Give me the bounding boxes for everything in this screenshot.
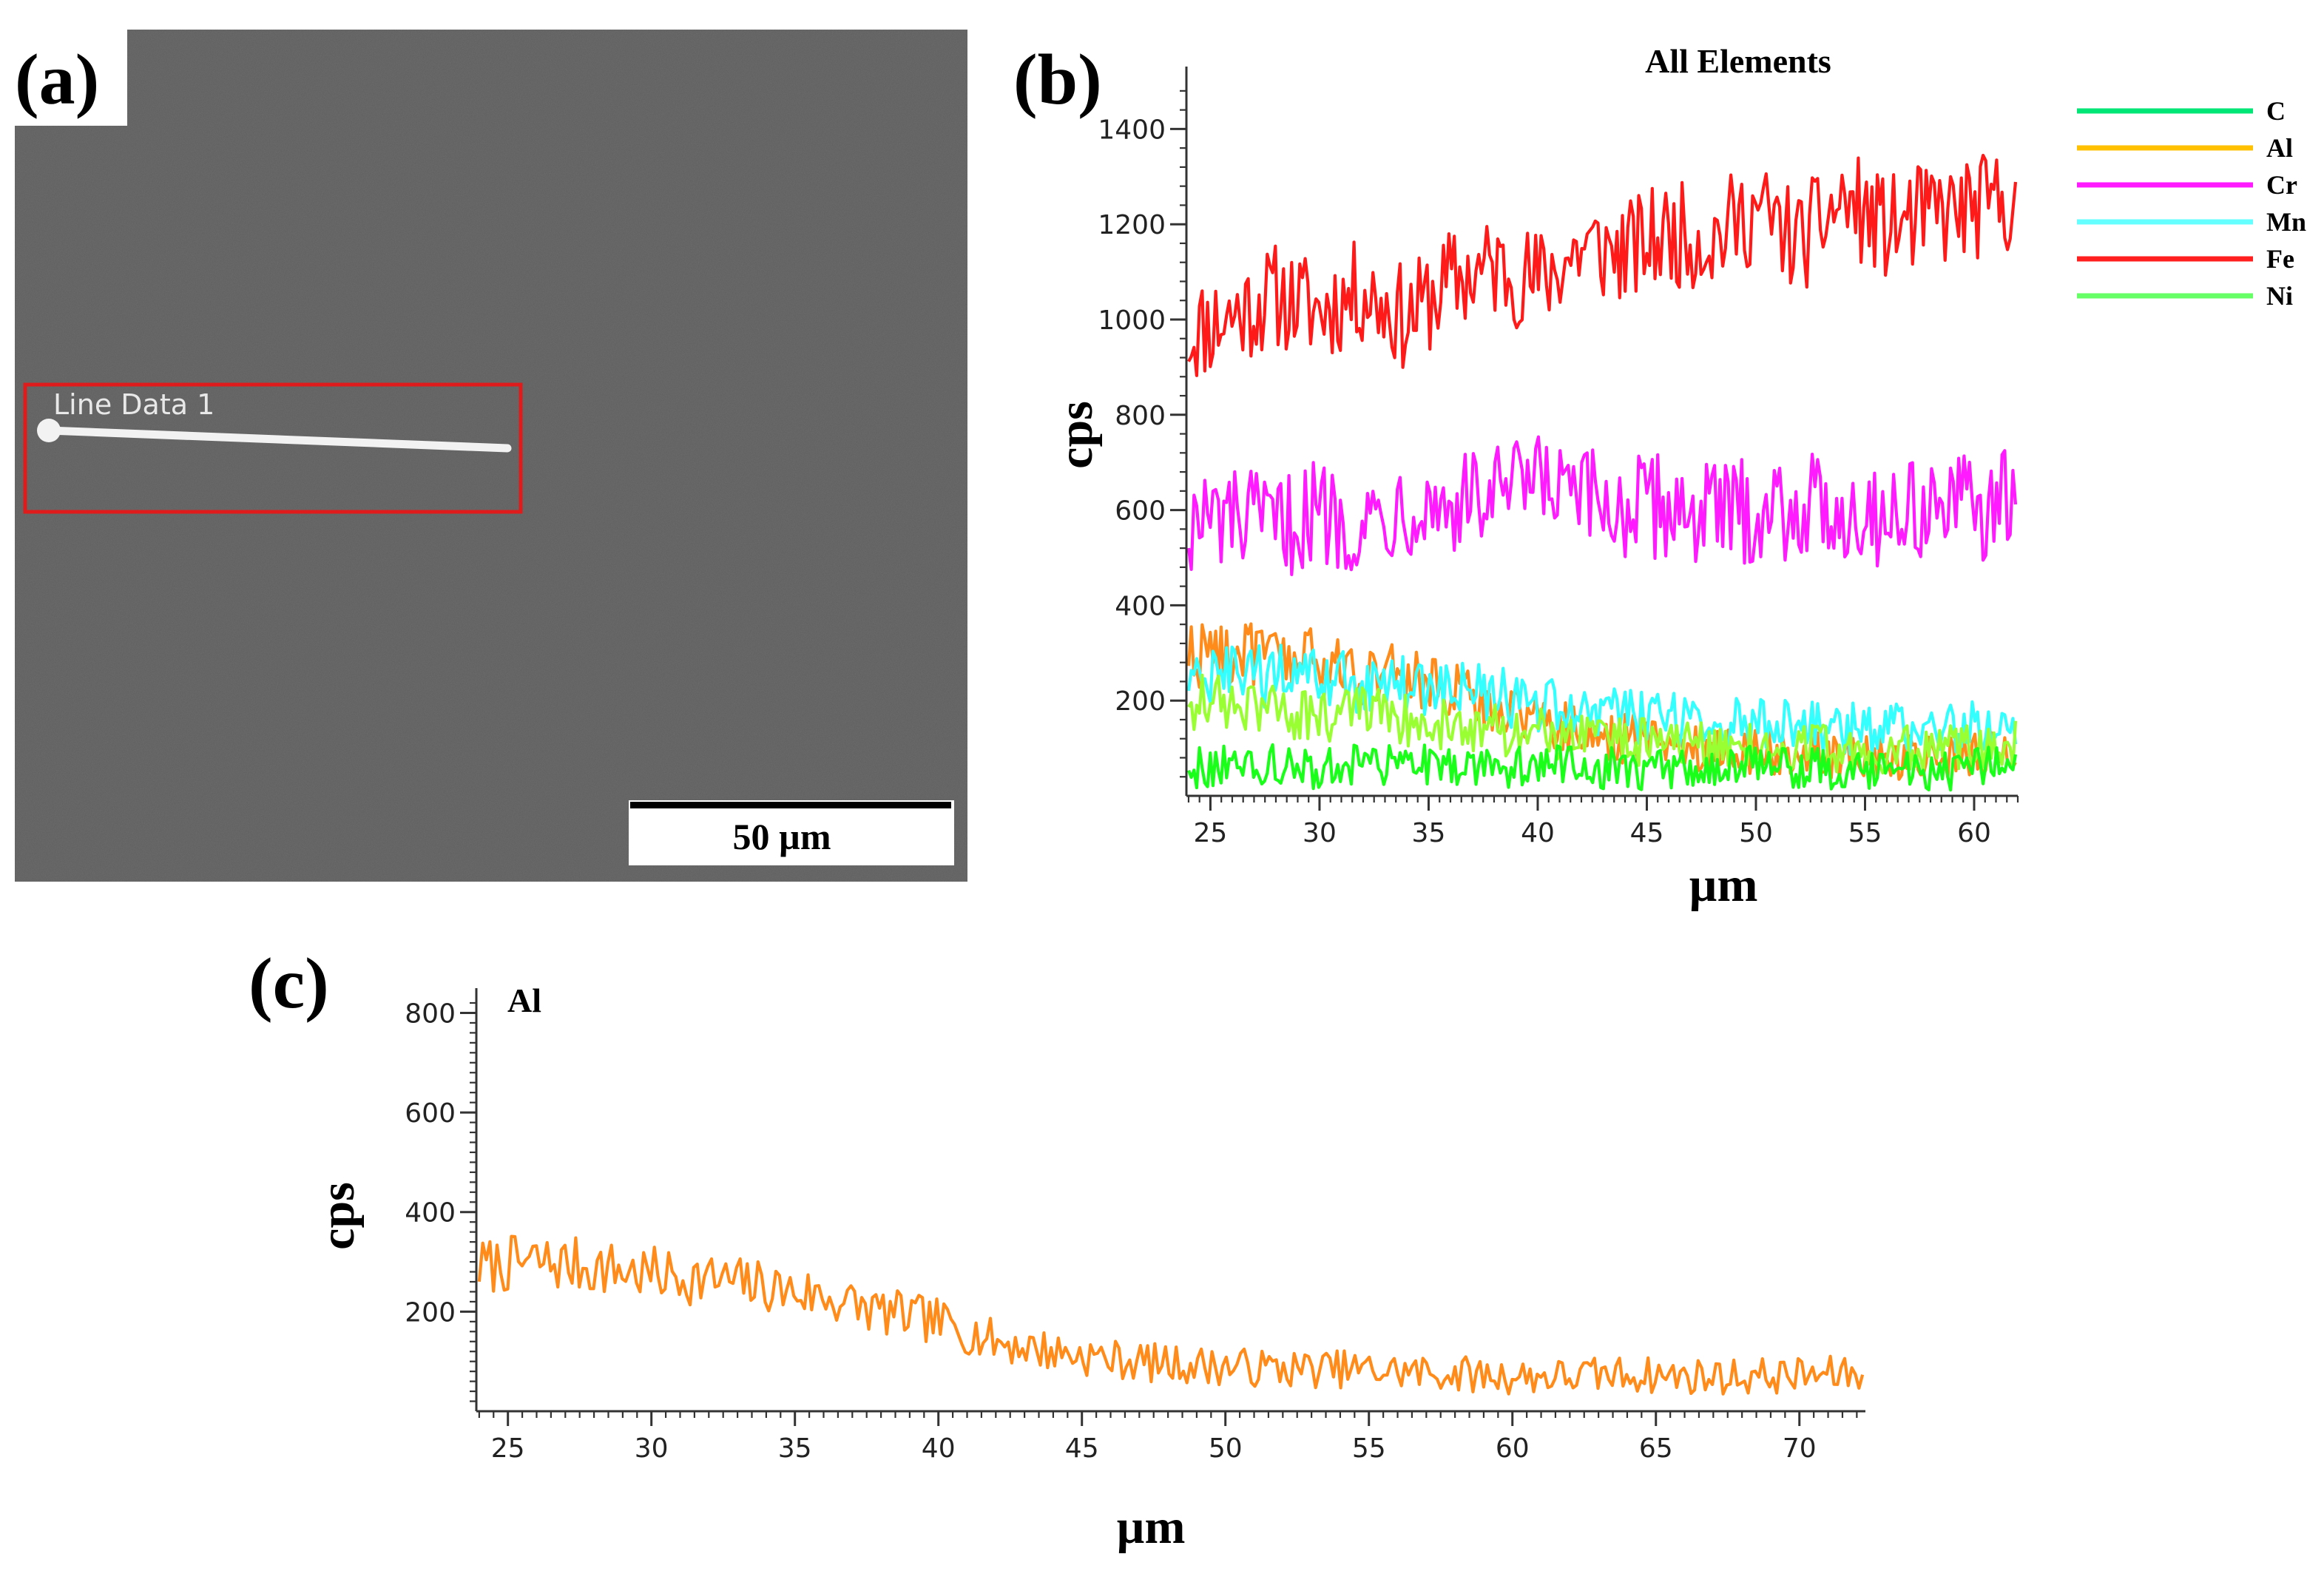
chart-c-x-tick-label: 25 [491, 1433, 525, 1464]
chart-b-axes: 25 30 35 40 45 50 55 60 200 400 600 800 1000 1200 1400 [1098, 67, 2019, 848]
line-scan-path [44, 426, 512, 453]
chart-c-y-tick-label: 600 [405, 1098, 456, 1129]
chart-c-plot [477, 1234, 1865, 1396]
chart-b-series-mn [1186, 643, 2018, 757]
chart-b-series-fe [1187, 153, 2018, 377]
sem-texture [15, 30, 967, 882]
chart-b-legend: C Al Cr Mn Fe Ni [2077, 96, 2306, 311]
chart-b-plot [1186, 153, 2018, 792]
chart-b-y-minor-ticks [1170, 89, 1186, 778]
chart-b-ylabel: cps [1049, 401, 1103, 469]
chart-c-x-tick-label: 30 [635, 1433, 669, 1464]
chart-b-y-tick-label: 600 [1115, 496, 1166, 527]
panel-a: (a) Line Data 1 50 µm [0, 30, 967, 882]
chart-c-x-tick-label: 55 [1352, 1433, 1386, 1464]
chart-b-x-tick-label: 50 [1739, 818, 1773, 848]
legend-label-fe: Fe [2266, 244, 2294, 274]
chart-b-x-tick-label: 25 [1194, 818, 1228, 848]
chart-c-y-tick-label: 800 [405, 999, 456, 1029]
chart-c-y-tick-label: 200 [405, 1297, 456, 1328]
chart-c-series-al [477, 1234, 1865, 1396]
chart-c-x-tick-label: 40 [922, 1433, 956, 1464]
chart-b-x-tick-label: 30 [1303, 818, 1337, 848]
chart-c-x-tick-label: 60 [1496, 1433, 1530, 1464]
chart-b-x-tick-label: 40 [1521, 818, 1555, 848]
chart-c-axes: 25 30 35 40 45 50 55 60 65 70 200 400 600 800 [405, 988, 1865, 1464]
panel-c: (c) Al 25 30 35 40 45 50 55 60 65 70200400600800 … [249, 944, 1865, 1554]
chart-b-x-tick-label: 45 [1630, 818, 1664, 848]
chart-c-xlabel: µm [1116, 1500, 1185, 1554]
panel-a-letter: (a) [15, 40, 99, 120]
chart-b-x-tick-label: 60 [1957, 818, 1991, 848]
chart-b-y-tick-label: 1400 [1098, 115, 1166, 145]
legend-label-al: Al [2266, 133, 2293, 163]
panel-c-letter: (c) [249, 944, 329, 1024]
panel-b: (b) All Elements 25 30 35 40 45 50 55 60 200 400 6… [1013, 40, 2306, 912]
chart-b-xlabel: µm [1689, 858, 1757, 912]
chart-c-x-tick-label: 70 [1783, 1433, 1817, 1464]
panel-a-letter-bg [0, 30, 127, 126]
scale-bar [630, 802, 951, 808]
chart-b-y-tick-label: 1000 [1098, 305, 1166, 336]
chart-b-y-tick-label: 400 [1115, 591, 1166, 621]
chart-c-title: Al [507, 981, 541, 1019]
legend-label-cr: Cr [2266, 170, 2297, 200]
scale-bar-label: 50 µm [733, 816, 831, 857]
chart-c-ylabel: cps [311, 1182, 365, 1250]
legend-label-ni: Ni [2266, 281, 2293, 311]
chart-c-y-tick-label: 400 [405, 1198, 456, 1229]
chart-c-y-minor-ticks [460, 1001, 476, 1402]
chart-b-y-tick-label: 800 [1115, 401, 1166, 431]
chart-c-x-minor-ticks [478, 1411, 1858, 1426]
scale-bar-box [629, 800, 954, 865]
chart-b-x-tick-label: 35 [1412, 818, 1446, 848]
line-scan-start [37, 419, 61, 442]
chart-c-x-tick-label: 35 [778, 1433, 812, 1464]
chart-b-series-cr [1186, 435, 2018, 576]
legend-label-c: C [2266, 96, 2286, 126]
line-data-box [23, 382, 523, 514]
chart-b-x-minor-ticks [1187, 796, 2019, 811]
chart-b-y-tick-label: 1200 [1098, 210, 1166, 240]
chart-c-x-tick-label: 65 [1639, 1433, 1673, 1464]
chart-c-x-tick-label: 50 [1209, 1433, 1243, 1464]
chart-b-y-tick-label: 200 [1115, 686, 1166, 717]
chart-b-x-tick-label: 55 [1848, 818, 1882, 848]
chart-b-series-c [1187, 743, 2018, 792]
line-data-label: Line Data 1 [53, 388, 215, 421]
legend-label-mn: Mn [2266, 207, 2306, 237]
panel-b-letter: (b) [1013, 40, 1102, 120]
chart-c-x-tick-label: 45 [1065, 1433, 1099, 1464]
chart-b-title: All Elements [1645, 42, 1831, 80]
